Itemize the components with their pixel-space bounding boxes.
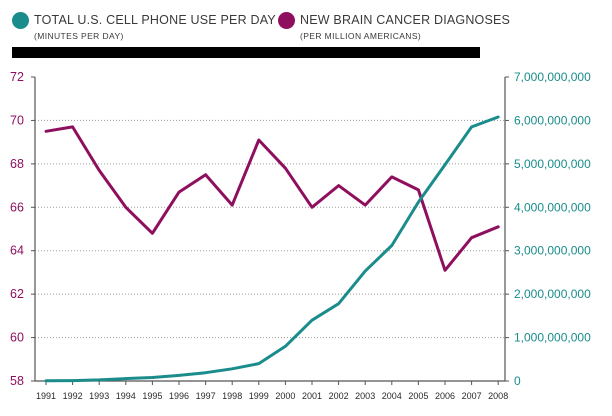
right-tick-label: 6,000,000,000 xyxy=(514,113,591,127)
right-tick-label: 0 xyxy=(514,374,521,388)
left-tick-label: 64 xyxy=(10,244,24,258)
legend-swatch-brain-cancer xyxy=(278,12,295,29)
x-tick-label: 1997 xyxy=(196,391,216,401)
left-tick-label: 60 xyxy=(10,331,24,345)
right-tick-label: 5,000,000,000 xyxy=(514,157,591,171)
x-tick-label: 1991 xyxy=(36,391,56,401)
left-tick-label: 70 xyxy=(10,113,24,127)
x-tick-label: 2005 xyxy=(408,391,428,401)
x-tick-label: 1999 xyxy=(249,391,269,401)
legend-subtitle-brain-cancer: (PER MILLION AMERICANS) xyxy=(300,31,422,41)
x-tick-label: 2006 xyxy=(435,391,455,401)
x-tick-label: 2002 xyxy=(329,391,349,401)
x-tick-label: 2008 xyxy=(488,391,508,401)
x-tick-label: 2007 xyxy=(462,391,482,401)
x-tick-label: 2000 xyxy=(275,391,295,401)
right-tick-label: 4,000,000,000 xyxy=(514,200,591,214)
x-tick-label: 1996 xyxy=(169,391,189,401)
right-tick-label: 3,000,000,000 xyxy=(514,244,591,258)
right-tick-label: 7,000,000,000 xyxy=(514,70,591,84)
legend-title-brain-cancer: NEW BRAIN CANCER DIAGNOSES xyxy=(300,13,511,27)
x-tick-label: 1992 xyxy=(63,391,83,401)
left-tick-label: 62 xyxy=(10,287,24,301)
header-divider-bar xyxy=(12,47,480,58)
x-tick-label: 1995 xyxy=(142,391,162,401)
left-tick-label: 58 xyxy=(10,374,24,388)
right-tick-label: 2,000,000,000 xyxy=(514,287,591,301)
x-tick-label: 2004 xyxy=(382,391,402,401)
left-tick-label: 66 xyxy=(10,200,24,214)
x-tick-label: 1994 xyxy=(116,391,136,401)
x-tick-label: 2003 xyxy=(355,391,375,401)
series-line-brain-cancer xyxy=(44,125,500,272)
left-tick-label: 68 xyxy=(10,157,24,171)
legend-subtitle-cell-use: (MINUTES PER DAY) xyxy=(34,31,124,41)
x-tick-label: 2001 xyxy=(302,391,322,401)
legend-title-cell-use: TOTAL U.S. CELL PHONE USE PER DAY xyxy=(34,13,276,27)
x-tick-label: 1998 xyxy=(222,391,242,401)
right-tick-label: 1,000,000,000 xyxy=(514,331,591,345)
x-tick-label: 1993 xyxy=(89,391,109,401)
legend-swatch-cell-use xyxy=(12,12,29,29)
left-tick-label: 72 xyxy=(10,70,24,84)
series-line-cell-use xyxy=(44,115,500,383)
